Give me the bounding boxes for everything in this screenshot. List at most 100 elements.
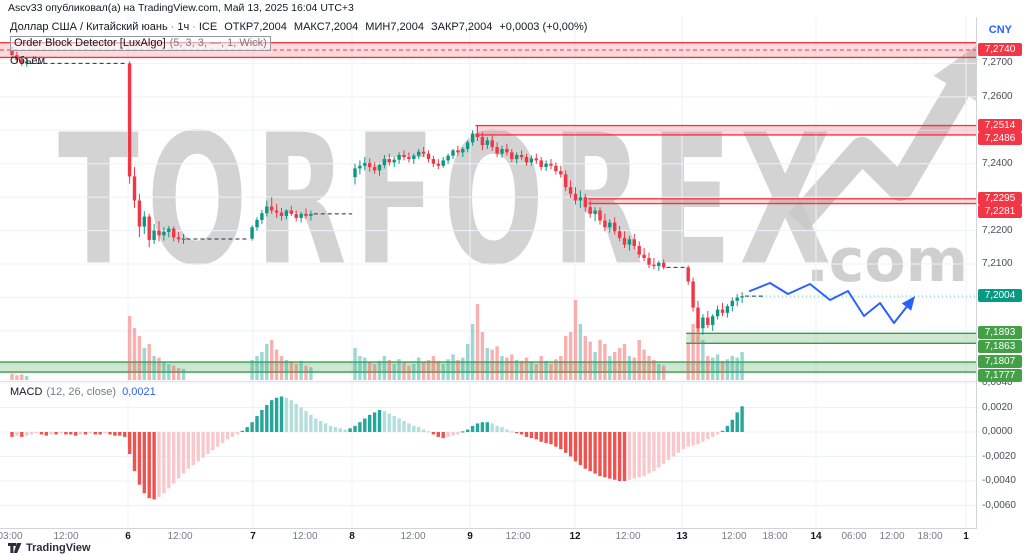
candle[interactable] — [407, 152, 411, 163]
candle[interactable] — [725, 304, 730, 318]
candle[interactable] — [578, 190, 583, 208]
candle[interactable] — [15, 51, 19, 64]
candle[interactable] — [617, 225, 622, 242]
candle[interactable] — [485, 136, 489, 150]
candle[interactable] — [510, 149, 514, 163]
candle[interactable] — [456, 145, 460, 156]
candle[interactable] — [299, 211, 303, 223]
candle[interactable] — [598, 207, 602, 225]
candle[interactable] — [421, 147, 426, 158]
candle[interactable] — [417, 149, 421, 160]
price-axis[interactable]: 7,2700 7,2600 7,2400 7,2200 7,2100 0,0040 0,00… — [976, 17, 1024, 528]
candle[interactable] — [181, 233, 186, 244]
candle[interactable] — [662, 259, 666, 270]
time-axis[interactable]: 03:00 12:00 6 12:00 7 12:00 8 12:00 9 12:00 12 12:0… — [0, 528, 977, 545]
order-block-indicator-legend[interactable]: Order Block Detector [LuxAlgo] (5, 3, 3, … — [10, 36, 271, 51]
candle[interactable] — [715, 305, 720, 320]
candle[interactable] — [279, 207, 284, 221]
candle[interactable] — [740, 292, 744, 303]
candle[interactable] — [564, 170, 568, 192]
candle[interactable] — [132, 167, 137, 208]
candle[interactable] — [392, 157, 396, 168]
projection-arrow-drawing[interactable] — [749, 282, 916, 324]
candle[interactable] — [588, 200, 592, 218]
candle[interactable] — [426, 150, 431, 163]
candle[interactable] — [495, 142, 499, 158]
candle[interactable] — [515, 152, 519, 164]
candle[interactable] — [265, 200, 269, 217]
candle[interactable] — [387, 153, 391, 166]
candle[interactable] — [652, 258, 656, 270]
candle[interactable] — [20, 56, 24, 67]
candle[interactable] — [583, 193, 587, 212]
candle[interactable] — [544, 160, 548, 172]
symbol-legend-row[interactable]: Доллар США / Китайский юань · 1ч · ICE ОТКР7,… — [10, 21, 587, 34]
candle[interactable] — [358, 160, 362, 175]
candle[interactable] — [613, 217, 617, 235]
candle[interactable] — [632, 233, 636, 250]
order-block-zone[interactable] — [686, 332, 977, 345]
candle[interactable] — [397, 152, 401, 164]
macd-indicator-legend[interactable]: MACD (12, 26, close) 0,0021 — [10, 386, 156, 398]
candle[interactable] — [176, 231, 181, 243]
candle[interactable] — [363, 157, 367, 171]
candle[interactable] — [686, 265, 690, 285]
candle[interactable] — [475, 125, 480, 141]
candle[interactable] — [451, 149, 455, 160]
candle[interactable] — [529, 155, 534, 166]
candle[interactable] — [627, 235, 632, 251]
candle[interactable] — [157, 221, 161, 242]
candle[interactable] — [735, 294, 739, 307]
candle[interactable] — [309, 210, 313, 221]
candle[interactable] — [294, 210, 298, 222]
candle[interactable] — [255, 217, 259, 231]
candle[interactable] — [593, 207, 597, 222]
candle[interactable] — [490, 135, 494, 152]
candle[interactable] — [573, 187, 578, 205]
candle[interactable] — [431, 155, 436, 168]
candle[interactable] — [706, 310, 710, 329]
candle[interactable] — [270, 197, 274, 214]
candle[interactable] — [720, 302, 725, 317]
candle[interactable] — [274, 203, 279, 218]
pane-separator[interactable] — [0, 381, 977, 382]
candle[interactable] — [691, 277, 695, 312]
tradingview-footer-logo[interactable]: TradingView — [8, 542, 91, 554]
order-block-zone[interactable] — [475, 124, 978, 136]
candle[interactable] — [137, 193, 142, 238]
candle[interactable] — [172, 226, 176, 242]
candle[interactable] — [147, 213, 151, 248]
candle[interactable] — [642, 247, 646, 262]
candle[interactable] — [608, 219, 612, 233]
candle[interactable] — [505, 143, 509, 156]
candle[interactable] — [534, 153, 538, 164]
candle[interactable] — [142, 211, 146, 234]
candle[interactable] — [524, 153, 529, 166]
candle[interactable] — [446, 153, 450, 164]
order-block-zone[interactable] — [588, 198, 977, 205]
candle[interactable] — [657, 260, 661, 271]
candle[interactable] — [260, 209, 264, 224]
candle[interactable] — [549, 159, 553, 170]
candle[interactable] — [436, 159, 440, 170]
candle[interactable] — [701, 314, 705, 335]
candle[interactable] — [568, 180, 573, 198]
order-block-zone[interactable] — [0, 361, 977, 373]
candle[interactable] — [353, 163, 357, 185]
candle[interactable] — [372, 162, 377, 174]
candle[interactable] — [441, 157, 445, 168]
candle[interactable] — [711, 314, 715, 331]
candle[interactable] — [377, 163, 382, 176]
candle[interactable] — [637, 241, 641, 259]
candle[interactable] — [152, 223, 156, 244]
candle[interactable] — [500, 145, 504, 158]
candle[interactable] — [559, 165, 563, 178]
candle[interactable] — [603, 213, 607, 232]
candle[interactable] — [289, 205, 293, 216]
candle[interactable] — [519, 150, 524, 161]
candle[interactable] — [284, 209, 289, 220]
candle[interactable] — [730, 297, 734, 312]
candle[interactable] — [402, 150, 406, 161]
candle[interactable] — [25, 58, 29, 67]
